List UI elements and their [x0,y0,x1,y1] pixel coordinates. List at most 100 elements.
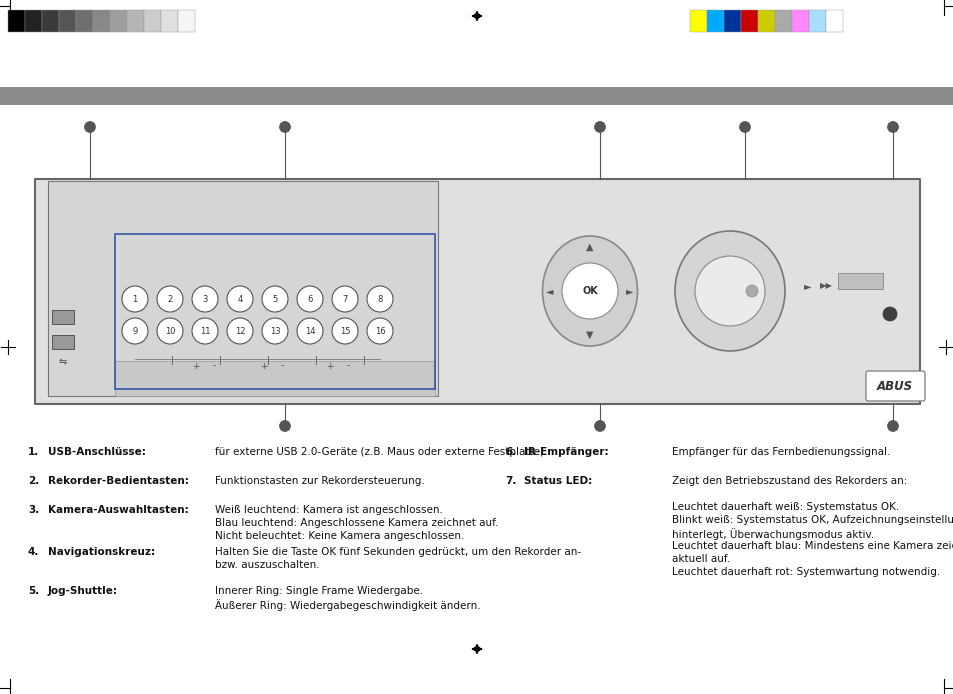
Text: Kamera-Auswahltasten:: Kamera-Auswahltasten: [48,505,189,515]
Text: 1: 1 [132,294,137,303]
Text: 6.: 6. [504,447,516,457]
Text: 4.: 4. [28,547,39,557]
Text: 10: 10 [165,326,175,335]
Text: +: + [260,362,268,371]
Text: ►: ► [803,281,811,291]
Text: hinterlegt, Überwachungsmodus aktiv.: hinterlegt, Überwachungsmodus aktiv. [671,528,873,540]
Text: 3.: 3. [28,505,39,515]
Bar [115,234,435,389]
Text: ⇋: ⇋ [59,357,67,367]
Bar [8,10,25,32]
Bar [92,10,110,32]
Text: ▲: ▲ [586,242,593,252]
Text: 15: 15 [339,326,350,335]
Circle shape [886,421,898,432]
Bar [76,10,92,32]
Text: Blau leuchtend: Angeschlossene Kamera zeichnet auf.: Blau leuchtend: Angeschlossene Kamera ze… [214,518,498,528]
Bar [48,181,437,396]
Circle shape [296,286,323,312]
Circle shape [332,318,357,344]
Bar [52,335,74,349]
Text: Innerer Ring: Single Frame Wiedergabe.: Innerer Ring: Single Frame Wiedergabe. [214,586,423,596]
Bar [825,10,842,32]
Text: Leuchtet dauerhaft weiß: Systemstatus OK.: Leuchtet dauerhaft weiß: Systemstatus OK… [671,502,899,512]
Circle shape [882,307,896,321]
Circle shape [367,286,393,312]
Text: 14: 14 [304,326,314,335]
Text: Empfänger für das Fernbedienungssignal.: Empfänger für das Fernbedienungssignal. [671,447,889,457]
Bar [178,10,194,32]
Text: Äußerer Ring: Wiedergabegeschwindigkeit ändern.: Äußerer Ring: Wiedergabegeschwindigkeit … [214,599,480,611]
Bar [42,10,59,32]
Circle shape [262,286,288,312]
FancyBboxPatch shape [865,371,924,401]
Text: aktuell auf.: aktuell auf. [671,554,729,564]
Circle shape [262,318,288,344]
Bar [25,10,42,32]
Circle shape [122,286,148,312]
Text: Rekorder-Bedientasten:: Rekorder-Bedientasten: [48,476,189,486]
Text: ▶▶: ▶▶ [819,282,832,291]
Text: Leuchtet dauerhaft blau: Mindestens eine Kamera zeichnet: Leuchtet dauerhaft blau: Mindestens eine… [671,541,953,551]
Text: 2.: 2. [28,476,39,486]
Ellipse shape [542,236,637,346]
Text: Halten Sie die Taste OK fünf Sekunden gedrückt, um den Rekorder an-: Halten Sie die Taste OK fünf Sekunden ge… [214,547,580,557]
Bar [740,10,758,32]
Circle shape [886,121,898,133]
Text: 13: 13 [270,326,280,335]
Bar [758,10,774,32]
Text: OK: OK [581,286,598,296]
Text: 16: 16 [375,326,385,335]
Circle shape [367,318,393,344]
Text: 8: 8 [377,294,382,303]
Bar [52,310,74,324]
Text: 12: 12 [234,326,245,335]
Bar [837,273,882,289]
Circle shape [227,318,253,344]
Text: IR-Empfänger:: IR-Empfänger: [523,447,608,457]
Text: Navigationskreuz:: Navigationskreuz: [48,547,155,557]
Text: 11: 11 [199,326,210,335]
Text: 5: 5 [273,294,277,303]
Text: Zeigt den Betriebszustand des Rekorders an:: Zeigt den Betriebszustand des Rekorders … [671,476,906,486]
Circle shape [85,121,95,133]
Circle shape [192,286,218,312]
Text: -: - [280,362,283,371]
Text: ▼: ▼ [586,330,593,340]
Circle shape [279,121,291,133]
Bar [774,10,791,32]
Text: 1.: 1. [28,447,39,457]
Bar [110,10,127,32]
Text: 3: 3 [202,294,208,303]
Text: ◄: ◄ [546,286,553,296]
Circle shape [279,421,291,432]
Text: bzw. auszuschalten.: bzw. auszuschalten. [214,560,319,570]
Bar [723,10,740,32]
Text: 7.: 7. [504,476,516,486]
Bar [791,10,808,32]
Text: 6: 6 [307,294,313,303]
Bar [35,179,919,404]
Text: USB-Anschlüsse:: USB-Anschlüsse: [48,447,146,457]
Text: 4: 4 [237,294,242,303]
Bar [706,10,723,32]
Text: Jog-Shuttle:: Jog-Shuttle: [48,586,118,596]
Circle shape [157,318,183,344]
Text: Funktionstasten zur Rekordersteuerung.: Funktionstasten zur Rekordersteuerung. [214,476,424,486]
Bar [127,10,144,32]
Text: Status LED:: Status LED: [523,476,592,486]
Circle shape [695,256,764,326]
Circle shape [157,286,183,312]
Ellipse shape [675,231,784,351]
Circle shape [594,121,605,133]
Text: Nicht beleuchtet: Keine Kamera angeschlossen.: Nicht beleuchtet: Keine Kamera angeschlo… [214,531,464,541]
Text: 2: 2 [167,294,172,303]
Bar [808,10,825,32]
Circle shape [739,121,750,133]
Text: 7: 7 [342,294,347,303]
Text: Weiß leuchtend: Kamera ist angeschlossen.: Weiß leuchtend: Kamera ist angeschlossen… [214,505,442,515]
Text: für externe USB 2.0-Geräte (z.B. Maus oder externe Festplatte).: für externe USB 2.0-Geräte (z.B. Maus od… [214,447,547,457]
Circle shape [332,286,357,312]
Text: ABUS: ABUS [876,380,912,393]
Text: Leuchtet dauerhaft rot: Systemwartung notwendig.: Leuchtet dauerhaft rot: Systemwartung no… [671,567,940,577]
